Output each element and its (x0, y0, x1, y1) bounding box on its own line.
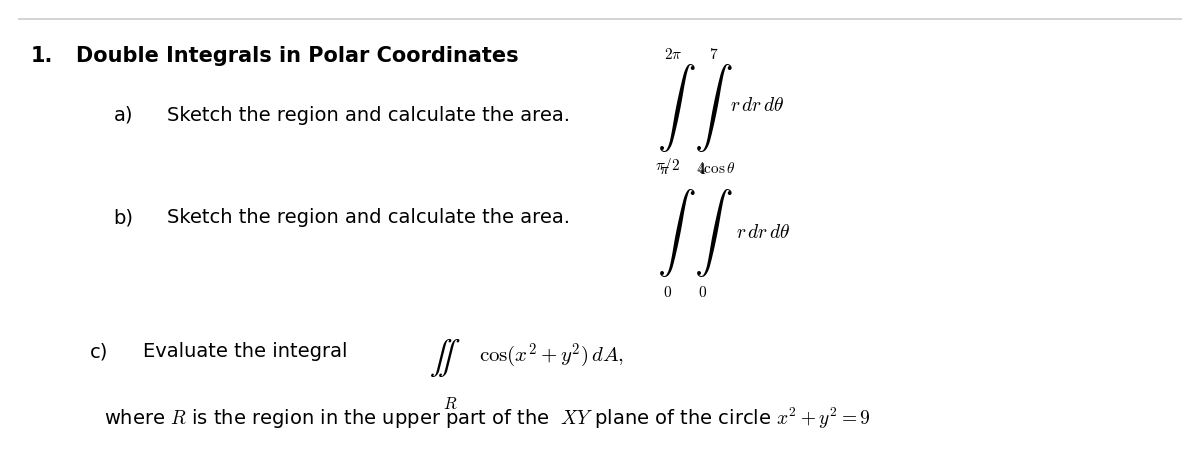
Text: $r\,dr\,d\theta$: $r\,dr\,d\theta$ (737, 223, 791, 242)
Text: Double Integrals in Polar Coordinates: Double Integrals in Polar Coordinates (76, 46, 518, 66)
Text: $\iint$: $\iint$ (430, 335, 461, 377)
Text: $4$: $4$ (697, 162, 707, 177)
Text: $R$: $R$ (444, 394, 458, 412)
Text: $r\,dr\,d\theta$: $r\,dr\,d\theta$ (731, 96, 785, 115)
Text: Sketch the region and calculate the area.: Sketch the region and calculate the area… (167, 208, 570, 227)
Text: b): b) (114, 208, 133, 227)
Text: $\int$: $\int$ (694, 186, 732, 278)
Text: a): a) (114, 105, 133, 124)
Text: $\cos(x^2 + y^2)\,dA,$: $\cos(x^2 + y^2)\,dA,$ (479, 341, 624, 369)
Text: $\pi/2$: $\pi/2$ (654, 155, 679, 175)
Text: $0$: $0$ (662, 285, 672, 299)
Text: where $R$ is the region in the upper part of the  $XY$ plane of the circle $x^2 : where $R$ is the region in the upper par… (104, 405, 871, 430)
Text: $4\cos\theta$: $4\cos\theta$ (696, 160, 736, 175)
Text: $2\pi$: $2\pi$ (664, 46, 683, 62)
Text: 1.: 1. (31, 46, 53, 66)
Text: $\int$: $\int$ (656, 186, 696, 278)
Text: $7$: $7$ (709, 46, 719, 62)
Text: $\pi$: $\pi$ (659, 162, 670, 177)
Text: Sketch the region and calculate the area.: Sketch the region and calculate the area… (167, 105, 570, 124)
Text: $\int$: $\int$ (656, 62, 696, 153)
Text: c): c) (90, 341, 108, 360)
Text: Evaluate the integral: Evaluate the integral (143, 341, 348, 360)
Text: $\int$: $\int$ (694, 62, 732, 153)
Text: $0$: $0$ (698, 285, 708, 299)
